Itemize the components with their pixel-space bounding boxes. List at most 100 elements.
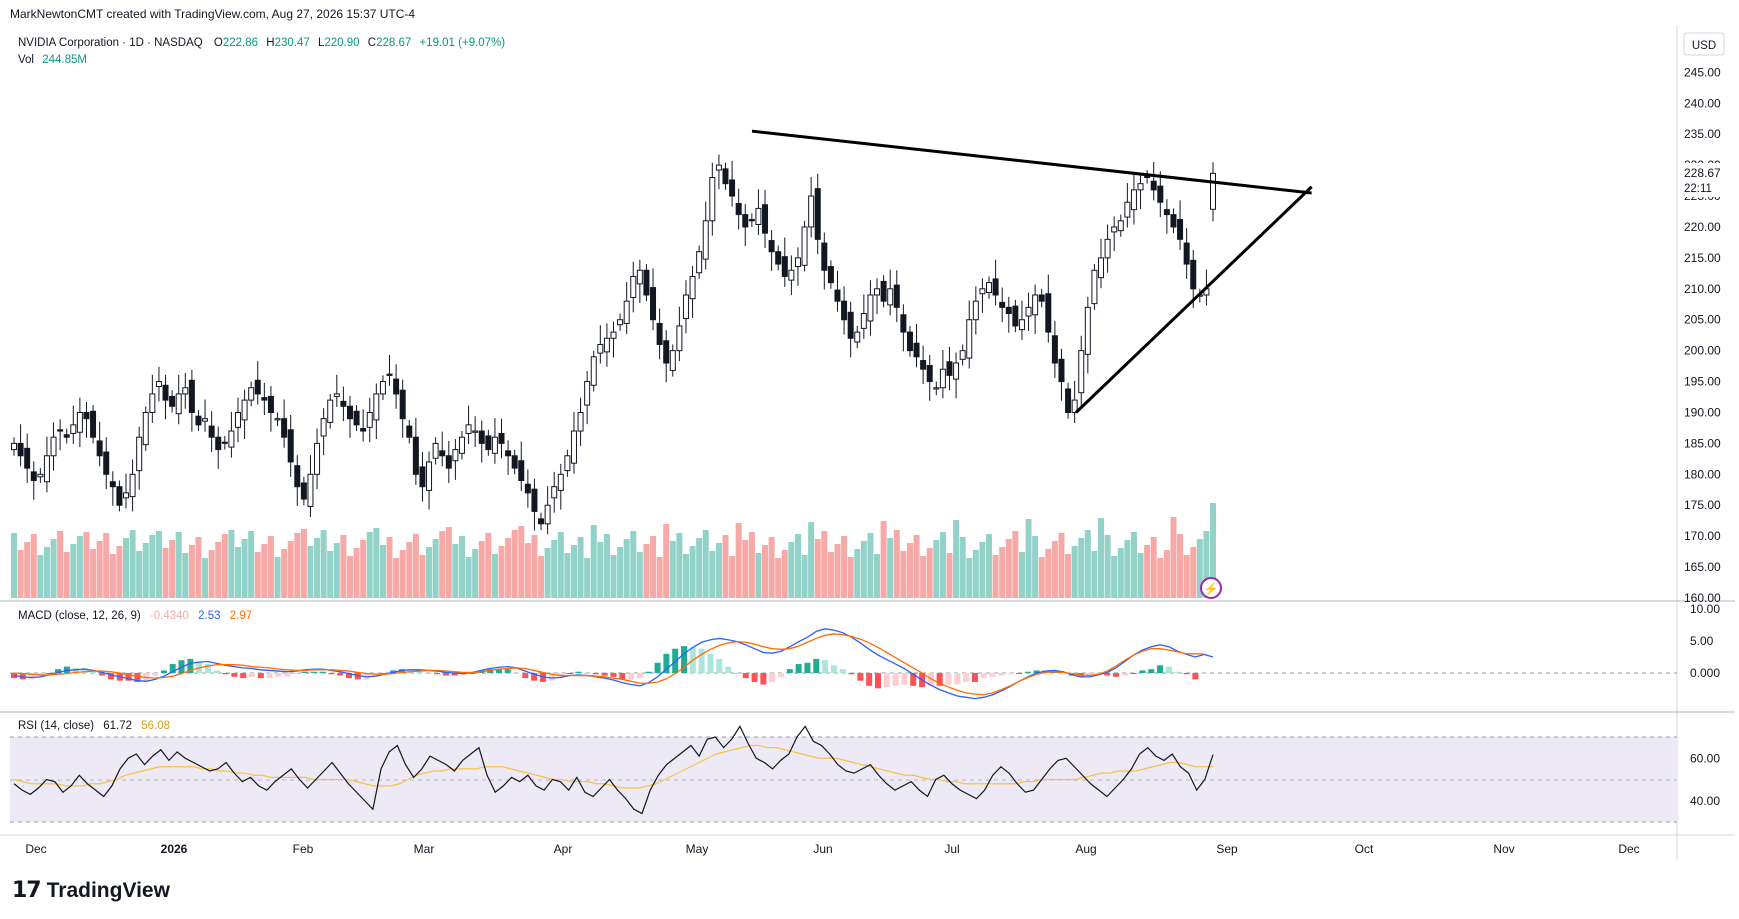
volume-bar bbox=[241, 539, 248, 598]
candle bbox=[1045, 274, 1052, 343]
candle-body bbox=[992, 278, 999, 296]
volume-bar bbox=[320, 530, 327, 598]
candle bbox=[307, 455, 314, 517]
currency-button[interactable] bbox=[1683, 32, 1725, 56]
macd-histogram-bar bbox=[55, 669, 62, 673]
rsi-axis[interactable]: 60.00 40.00 bbox=[1690, 751, 1720, 808]
volume-bar bbox=[808, 522, 815, 598]
volume-bar bbox=[1157, 558, 1164, 598]
volume-bar bbox=[570, 545, 577, 598]
macd-histogram-bar bbox=[813, 658, 820, 673]
volume-bar bbox=[1038, 557, 1045, 598]
candle-body bbox=[1091, 269, 1098, 305]
candle-body bbox=[1111, 226, 1118, 233]
volume-bar bbox=[452, 544, 459, 598]
candle-body bbox=[557, 473, 564, 491]
volume-bar bbox=[63, 552, 70, 598]
candle bbox=[808, 176, 815, 238]
candle-body bbox=[603, 337, 610, 353]
volume-bar bbox=[1012, 531, 1019, 598]
symbol-legend[interactable]: NVIDIA Corporation · 1D · NASDAQ O222.86… bbox=[18, 37, 505, 49]
macd-histogram-bar bbox=[1104, 673, 1111, 676]
candle-body bbox=[83, 411, 90, 420]
candle-body bbox=[426, 461, 433, 491]
tradingview-logo[interactable]: 17 TradingView bbox=[12, 878, 170, 903]
candle-body bbox=[1130, 189, 1137, 211]
macd-histogram-bar bbox=[160, 670, 167, 673]
candle-body bbox=[979, 288, 986, 295]
candle bbox=[353, 405, 360, 432]
candle-body bbox=[261, 397, 268, 401]
candle-body bbox=[702, 220, 709, 260]
volume-bar bbox=[946, 553, 953, 598]
candle-body bbox=[847, 311, 854, 339]
macd-histogram-bar bbox=[910, 673, 917, 686]
candle bbox=[346, 395, 353, 438]
volume-bar bbox=[90, 549, 97, 598]
macd-histogram-bar bbox=[725, 666, 732, 673]
candle-body bbox=[715, 164, 722, 171]
candle bbox=[788, 255, 795, 295]
volume-bar bbox=[682, 554, 689, 598]
candle-body bbox=[221, 441, 228, 444]
candle bbox=[755, 189, 762, 236]
candle bbox=[1170, 208, 1177, 234]
macd-histogram-bar bbox=[989, 673, 996, 677]
price-tick: 185.00 bbox=[1684, 436, 1721, 450]
volume-bar bbox=[445, 527, 452, 598]
macd-histogram-bar bbox=[663, 653, 670, 673]
candle bbox=[551, 471, 558, 513]
candle bbox=[689, 265, 696, 318]
candle bbox=[762, 189, 769, 248]
volume-bar bbox=[860, 541, 867, 598]
volume-bar bbox=[505, 538, 512, 598]
volume-bar bbox=[742, 540, 749, 598]
volume-bar bbox=[294, 533, 301, 598]
volume-bar bbox=[617, 547, 624, 598]
volume-bar bbox=[267, 536, 274, 598]
volume-bar bbox=[1045, 549, 1052, 598]
candle-body bbox=[1045, 293, 1052, 333]
candle bbox=[722, 162, 729, 190]
candle-body bbox=[182, 387, 189, 395]
ohlc-open-key: O bbox=[214, 37, 223, 49]
candle-body bbox=[867, 294, 874, 322]
candle bbox=[511, 449, 518, 475]
candle-body bbox=[920, 360, 927, 370]
candle bbox=[768, 230, 775, 271]
candle-body bbox=[900, 314, 907, 333]
candle-body bbox=[590, 356, 597, 386]
candle bbox=[399, 379, 406, 438]
volume-bar bbox=[577, 537, 584, 598]
candle-body bbox=[597, 343, 604, 354]
trendlines[interactable] bbox=[751, 129, 1313, 414]
macd-legend[interactable]: MACD (close, 12, 26, 9) -0.4340 2.53 2.9… bbox=[18, 610, 252, 622]
macd-axis[interactable]: 10.00 5.00 0.000 bbox=[1690, 602, 1720, 680]
candle-body bbox=[353, 410, 360, 426]
candle bbox=[709, 162, 716, 236]
volume-bar bbox=[393, 558, 400, 598]
volume-bar bbox=[959, 537, 966, 598]
candle-body bbox=[96, 440, 103, 457]
volume-bar bbox=[182, 553, 189, 598]
rsi-legend[interactable]: RSI (14, close) 61.72 56.08 bbox=[18, 720, 170, 732]
volume-legend[interactable]: Vol 244.85M bbox=[18, 54, 87, 66]
macd-histogram-bar bbox=[1201, 673, 1208, 674]
macd-histogram-bar bbox=[892, 673, 899, 686]
candle bbox=[386, 354, 393, 386]
candle-body bbox=[906, 331, 913, 352]
volume-bar bbox=[544, 548, 551, 598]
candle-body bbox=[419, 466, 426, 488]
time-axis[interactable]: Dec 2026 Feb Mar Apr May Jun Jul Aug Sep Oct Nov Dec bbox=[25, 842, 1639, 856]
candle-body bbox=[570, 430, 577, 464]
candle-body bbox=[122, 492, 129, 499]
candle-body bbox=[274, 418, 281, 421]
event-badge-icon[interactable] bbox=[1200, 577, 1222, 599]
price-axis[interactable]: 245.00240.00235.00230.00225.00220.00215.… bbox=[1684, 65, 1721, 605]
volume-bar bbox=[373, 528, 380, 598]
candle bbox=[379, 375, 386, 401]
volume-bar bbox=[893, 530, 900, 598]
volume-bar bbox=[933, 540, 940, 598]
macd-pane bbox=[11, 628, 1214, 700]
macd-tick: 5.00 bbox=[1690, 634, 1714, 648]
